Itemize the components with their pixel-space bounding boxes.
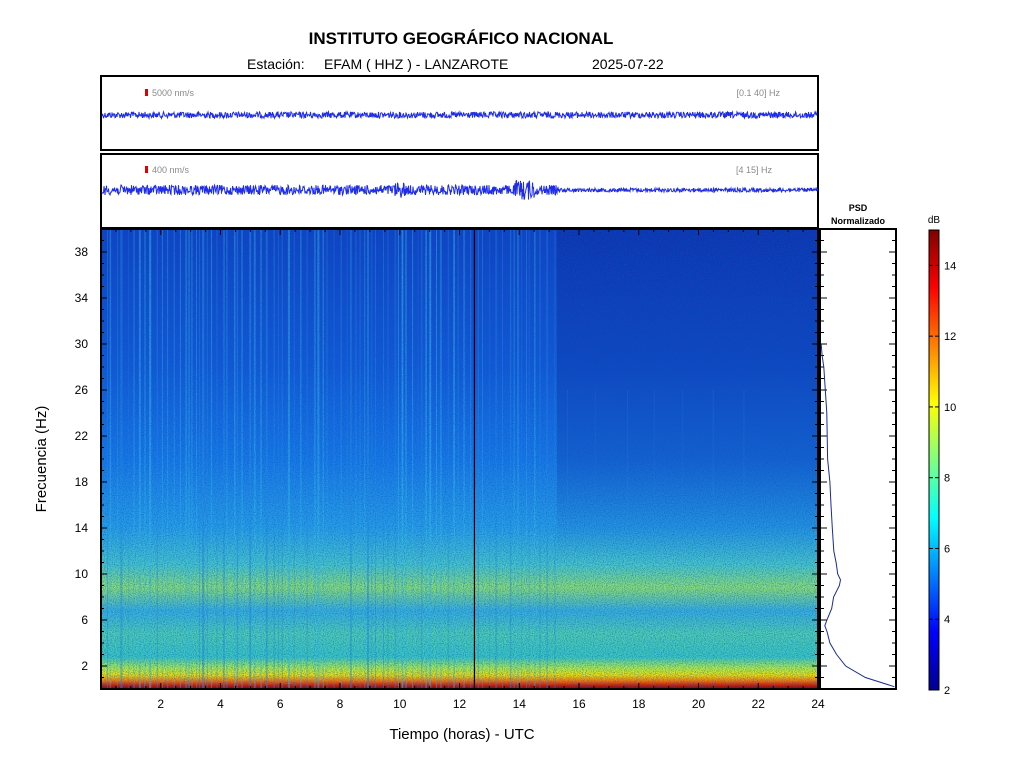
x-tick-label: 22: [752, 697, 766, 711]
x-tick-label: 2: [157, 697, 164, 711]
y-tick-label: 2: [81, 659, 88, 673]
psd-title: PSD: [849, 203, 868, 213]
x-tick-label: 12: [453, 697, 467, 711]
colorbar-tick-label: 4: [944, 614, 950, 626]
trace-panel-broadband: 5000 nm/s [0.1 40] Hz: [100, 75, 819, 151]
y-tick-label: 14: [75, 521, 89, 535]
trace-panel-filtered: 400 nm/s [4 15] Hz: [100, 153, 819, 229]
colorbar-tick-label: 14: [944, 260, 956, 272]
y-tick-label: 38: [75, 245, 89, 259]
y-tick-label: 6: [81, 613, 88, 627]
trace-band-label: [0.1 40] Hz: [736, 88, 780, 98]
x-tick-label: 16: [572, 697, 586, 711]
y-axis-label: Frecuencia (Hz): [33, 406, 50, 513]
y-tick-label: 30: [75, 337, 89, 351]
colorbar-tick-label: 10: [944, 402, 956, 414]
x-tick-label: 24: [811, 697, 825, 711]
psd-curve: [820, 343, 895, 688]
trace-waveform: [101, 109, 818, 121]
y-tick-label: 10: [75, 567, 89, 581]
x-tick-label: 14: [513, 697, 527, 711]
trace-waveform: [101, 179, 818, 200]
station-label: Estación:: [247, 56, 305, 72]
y-tick-label: 18: [75, 475, 89, 489]
trace-scale-label: 400 nm/s: [152, 165, 190, 175]
psd-subtitle: Normalizado: [831, 216, 886, 226]
record-date: 2025-07-22: [592, 56, 664, 72]
scale-bar: [145, 166, 148, 173]
y-tick-label: 22: [75, 429, 89, 443]
colorbar: dB 2 4 6 8 10 12 14: [928, 215, 956, 697]
figure-title: INSTITUTO GEOGRÁFICO NACIONAL: [309, 29, 614, 48]
station-name: EFAM ( HHZ ) - LANZAROTE: [324, 56, 508, 72]
scale-bar: [145, 89, 148, 96]
colorbar-tick-label: 12: [944, 331, 956, 343]
trace-band-label: [4 15] Hz: [736, 165, 773, 175]
x-tick-label: 8: [337, 697, 344, 711]
y-tick-label: 34: [75, 291, 89, 305]
x-axis-label: Tiempo (horas) - UTC: [389, 726, 534, 743]
x-tick-label: 10: [393, 697, 407, 711]
psd-panel: PSD Normalizado: [819, 203, 897, 690]
x-tick-label: 18: [632, 697, 646, 711]
colorbar-tick-label: 6: [944, 543, 950, 555]
x-tick-label: 20: [692, 697, 706, 711]
x-tick-label: 6: [277, 697, 284, 711]
y-tick-label: 26: [75, 383, 89, 397]
spectrogram: 2 4 6 8 10 12 14 16 18 20 22 24 261014182226303438 …: [33, 228, 825, 743]
colorbar-tick-label: 2: [944, 685, 950, 697]
x-tick-label: 4: [217, 697, 224, 711]
colorbar-tick-label: 8: [944, 473, 950, 485]
trace-scale-label: 5000 nm/s: [152, 88, 195, 98]
colorbar-unit: dB: [928, 215, 941, 226]
